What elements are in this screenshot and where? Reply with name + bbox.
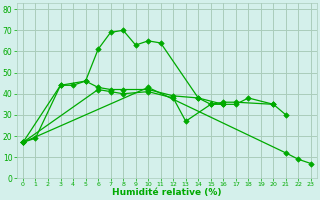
X-axis label: Humidité relative (%): Humidité relative (%) (112, 188, 222, 197)
